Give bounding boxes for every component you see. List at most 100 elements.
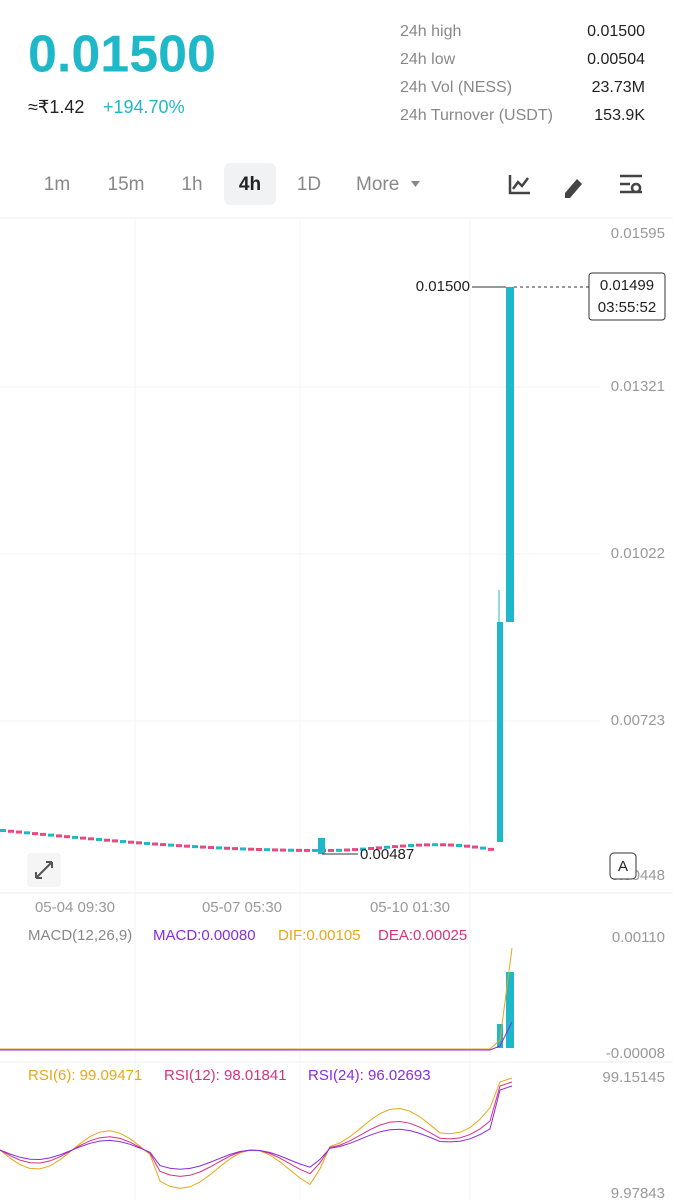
tab[interactable]: 1h (181, 174, 202, 195)
grid (0, 220, 673, 1200)
candle (120, 840, 126, 844)
candle (288, 848, 294, 852)
chart-icon[interactable] (508, 175, 530, 195)
candle (152, 842, 158, 846)
rsi-tick: 9.97843 (611, 1185, 665, 1200)
candle (376, 846, 382, 850)
auto-label: A (618, 858, 628, 875)
tab[interactable]: More (356, 174, 399, 195)
candle (480, 846, 486, 850)
candle (352, 848, 358, 852)
last-box (588, 272, 666, 321)
candle (200, 845, 206, 849)
candle (432, 843, 438, 847)
candle (328, 848, 334, 852)
candle (144, 841, 150, 845)
macd-tick: 0.00110 (612, 929, 665, 946)
candle (32, 832, 38, 836)
dropdown-icon (411, 181, 420, 187)
candle (192, 845, 198, 849)
candle (408, 844, 414, 848)
dea-value: DEA:0.00025 (378, 927, 467, 944)
candle (48, 833, 54, 837)
candle (80, 836, 86, 840)
rsi6: RSI(6): 99.09471 (28, 1067, 142, 1084)
candle (136, 841, 142, 845)
candle (280, 848, 286, 852)
candle (16, 830, 22, 834)
tab-active-bg (224, 163, 276, 205)
candle (472, 845, 478, 849)
candle (506, 287, 514, 622)
fiat-price: ≈₹1.42 (28, 97, 84, 117)
candle (256, 847, 262, 851)
candle (240, 847, 246, 851)
change: +194.70% (103, 97, 185, 117)
candle (40, 832, 46, 836)
candle (232, 847, 238, 851)
candle (128, 840, 134, 844)
rsi24: RSI(24): 96.02693 (308, 1067, 431, 1084)
tab[interactable]: 1m (44, 174, 70, 195)
candle (392, 845, 398, 849)
stat-value: 0.00504 (587, 51, 645, 68)
candle (8, 829, 14, 833)
macd-line (0, 1021, 513, 1051)
candle (24, 831, 30, 835)
candle (168, 843, 174, 847)
candle (248, 847, 254, 851)
expand-icon (35, 861, 53, 879)
settings-icon[interactable] (620, 174, 642, 194)
draw-icon[interactable] (565, 179, 582, 198)
dif-line (0, 947, 513, 1050)
candle (104, 838, 110, 842)
candle (56, 834, 62, 838)
candle (184, 844, 190, 848)
candle (344, 848, 350, 852)
macd-title: MACD(12,26,9) (28, 927, 132, 944)
candle (336, 848, 342, 852)
high-label: 0.01500 (416, 278, 470, 295)
candle (176, 844, 182, 848)
candle (368, 847, 374, 851)
auto-btn[interactable] (609, 852, 637, 880)
candle (64, 835, 70, 839)
candle (440, 843, 446, 847)
low-label: 0.00487 (360, 846, 414, 863)
price-tick: 0.01321 (611, 378, 665, 395)
macd-value: MACD:0.00080 (153, 927, 256, 944)
rsi-lines (0, 1077, 513, 1189)
candle (272, 848, 278, 852)
tab[interactable]: 4h (239, 174, 261, 195)
stat-value: 153.9K (594, 107, 645, 124)
rsi12: RSI(12): 98.01841 (164, 1067, 287, 1084)
stat-label: 24h low (400, 51, 456, 68)
stat-label: 24h Turnover (USDT) (400, 107, 553, 124)
candle (296, 848, 302, 852)
candle (384, 845, 390, 849)
candle (312, 848, 318, 852)
candle (488, 847, 494, 851)
candle (400, 844, 406, 848)
candle (208, 845, 214, 849)
time-tick: 05-04 09:30 (35, 899, 115, 916)
price-tick: 0.01595 (611, 225, 665, 242)
candle (72, 835, 78, 839)
tab[interactable]: 1D (297, 174, 321, 195)
stat-label: 24h high (400, 23, 461, 40)
candles (0, 829, 494, 854)
candle (96, 838, 102, 842)
candle (88, 837, 94, 841)
macd-bar (497, 1024, 503, 1048)
candle (216, 846, 222, 850)
candle (304, 848, 310, 852)
rsi-tick: 99.15145 (602, 1069, 665, 1086)
price-tick: 0.01022 (611, 545, 665, 562)
last-price: 0.01499 (600, 277, 654, 294)
candle (464, 844, 470, 848)
tab[interactable]: 15m (108, 174, 145, 195)
macd-bar (506, 972, 514, 1048)
candle (224, 846, 230, 850)
candle (160, 843, 166, 847)
